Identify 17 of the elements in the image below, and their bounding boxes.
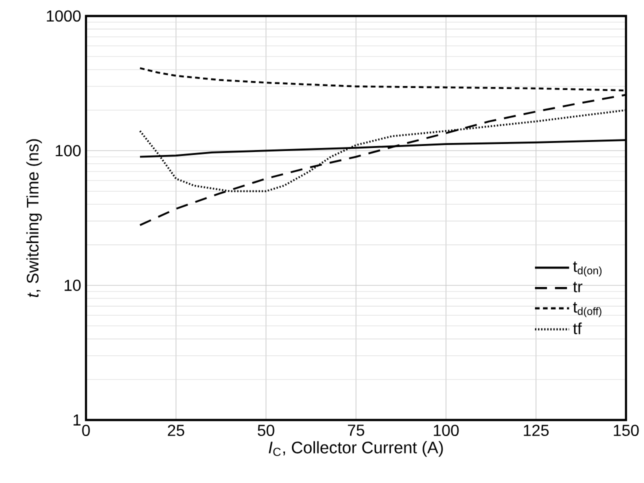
y-tick-label: 1: [74, 414, 81, 426]
legend-label: t$_{d(on)}$: [573, 261, 602, 276]
legend-label: tf: [573, 322, 582, 334]
x-tick-label: 0: [82, 424, 90, 436]
x-tick-label: 100: [434, 424, 459, 436]
y-tick-label: 100: [56, 145, 81, 156]
x-axis-title: I$_{C}$, Collector Current (A): [268, 441, 443, 457]
legend-label: tr: [573, 282, 582, 292]
y-axis-title: t, Switching Time (ns): [26, 139, 42, 298]
x-tick-label: 25: [168, 424, 184, 436]
y-tick-label: 10: [64, 280, 81, 291]
x-tick-label: 50: [258, 424, 274, 436]
x-tick-label: 125: [524, 424, 549, 436]
y-tick-label: 1000: [46, 10, 81, 22]
x-tick-label: 75: [348, 424, 364, 436]
x-tick-label: 150: [614, 424, 639, 436]
legend-label: t$_{d(off)}$: [573, 302, 602, 318]
